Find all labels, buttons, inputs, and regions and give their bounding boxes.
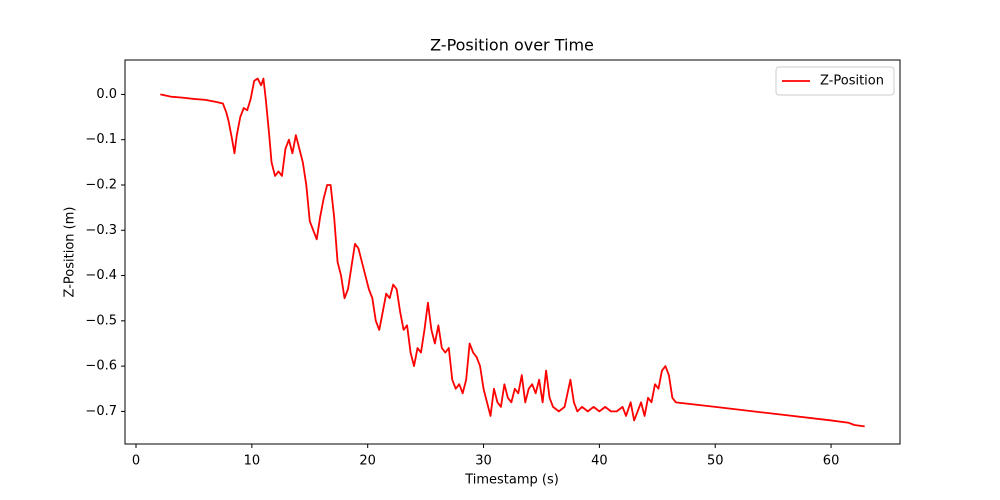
y-tick-label: −0.7 (85, 404, 117, 419)
x-tick-label: 30 (475, 454, 492, 469)
legend-box (775, 66, 895, 96)
y-tick-label: −0.5 (85, 313, 117, 328)
y-tick-label: −0.2 (85, 177, 117, 192)
y-tick-label: 0.0 (96, 87, 117, 102)
chart-title: Z-Position over Time (430, 36, 594, 55)
x-tick-label: 20 (359, 454, 376, 469)
x-tick-label: 60 (823, 454, 840, 469)
x-axis-label: Timestamp (s) (464, 473, 559, 488)
legend-label: Z-Position (820, 74, 884, 89)
y-tick-label: −0.1 (85, 132, 117, 147)
y-tick-label: −0.6 (85, 359, 117, 374)
data-line (160, 77, 865, 428)
x-tick-label: 40 (591, 454, 608, 469)
plot-frame (124, 59, 901, 445)
y-axis-label: Z-Position (m) (63, 207, 78, 298)
y-tick-label: −0.4 (85, 268, 117, 283)
y-tick-label: −0.3 (85, 223, 117, 238)
x-tick-label: 10 (244, 454, 261, 469)
x-tick-label: 50 (707, 454, 724, 469)
x-tick-label: 0 (132, 454, 140, 469)
